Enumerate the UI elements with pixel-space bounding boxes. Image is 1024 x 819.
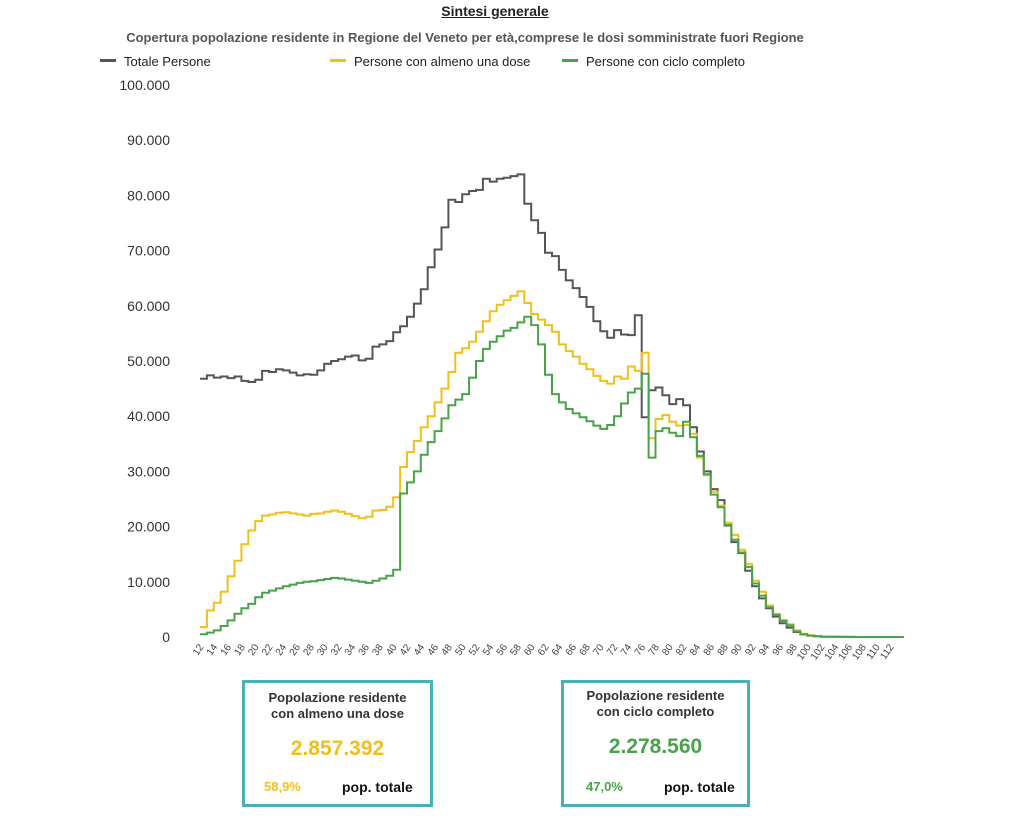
x-tick-label: 80 [660, 642, 676, 658]
y-tick-label: 70.000 [127, 243, 170, 259]
x-tick-label: 26 [288, 642, 304, 658]
x-tick-label: 18 [232, 642, 248, 658]
y-tick-label: 20.000 [127, 519, 170, 535]
x-tick-label: 24 [274, 642, 290, 658]
x-tick-label: 58 [509, 642, 525, 658]
legend-item-almeno-una-dose[interactable]: Persone con almeno una dose [330, 54, 530, 69]
x-tick-label: 62 [536, 642, 552, 658]
x-tick-label: 76 [633, 642, 649, 658]
legend-item-ciclo-completo[interactable]: Persone con ciclo completo [562, 54, 745, 69]
x-tick-label: 78 [647, 642, 663, 658]
x-tick-label: 72 [605, 642, 621, 658]
y-tick-label: 10.000 [127, 574, 170, 590]
x-tick-label: 34 [343, 642, 359, 658]
card-title-almeno-una-dose: Popolazione residente con almeno una dos… [245, 690, 430, 722]
x-tick-label: 56 [495, 642, 511, 658]
x-tick-label: 82 [674, 642, 690, 658]
x-tick-label: 88 [716, 642, 732, 658]
card-title-line1: Popolazione residente [268, 690, 407, 705]
legend-swatch-almeno-una-dose [330, 59, 346, 63]
x-tick-label: 22 [260, 642, 276, 658]
chart-legend: Totale Persone Persone con almeno una do… [0, 54, 1024, 74]
x-tick-label: 94 [757, 642, 773, 658]
x-tick-label: 86 [702, 642, 718, 658]
x-tick-label: 14 [205, 642, 221, 658]
y-tick-label: 90.000 [127, 132, 170, 148]
x-tick-label: 46 [426, 642, 442, 658]
legend-label-almeno-una-dose: Persone con almeno una dose [354, 54, 531, 69]
card-almeno-una-dose: Popolazione residente con almeno una dos… [242, 680, 433, 807]
y-tick-label: 80.000 [127, 187, 170, 203]
y-tick-label: 50.000 [127, 353, 170, 369]
x-tick-label: 96 [771, 642, 787, 658]
series-almeno-una-dose [200, 290, 904, 638]
x-tick-label: 54 [481, 642, 497, 658]
x-tick-label: 60 [522, 642, 538, 658]
x-tick-label: 84 [688, 642, 704, 658]
x-tick-label: 30 [315, 642, 331, 658]
series-layer [200, 173, 904, 638]
legend-item-totale[interactable]: Totale Persone [100, 54, 211, 69]
legend-swatch-totale [100, 59, 116, 63]
x-tick-label: 52 [467, 642, 483, 658]
y-tick-label: 40.000 [127, 408, 170, 424]
x-tick-label: 42 [398, 642, 414, 658]
x-tick-label: 90 [729, 642, 745, 658]
card-percent-ciclo-completo: 47,0% [586, 779, 623, 794]
card-unit-ciclo-completo: pop. totale [664, 779, 735, 795]
x-tick-label: 70 [591, 642, 607, 658]
card-value-almeno-una-dose: 2.857.392 [290, 737, 385, 760]
y-tick-label: 0 [162, 629, 170, 645]
x-tick-label: 64 [550, 642, 566, 658]
x-tick-label: 20 [246, 642, 262, 658]
card-title-line2: con ciclo completo [596, 704, 715, 719]
card-unit-almeno-una-dose: pop. totale [342, 779, 413, 795]
y-axis: 0 10.000 20.000 30.000 40.000 50.000 60.000 70.… [119, 77, 170, 645]
card-title-ciclo-completo: Popolazione residente con ciclo completo [564, 688, 747, 720]
x-tick-label: 68 [578, 642, 594, 658]
legend-swatch-ciclo-completo [562, 59, 578, 63]
x-tick-label: 112 [878, 642, 896, 662]
x-tick-label: 32 [329, 642, 345, 658]
x-tick-label: 50 [453, 642, 469, 658]
y-tick-label: 60.000 [127, 298, 170, 314]
x-tick-label: 48 [440, 642, 456, 658]
x-tick-label: 44 [412, 642, 428, 658]
series-totale-persone [200, 173, 904, 638]
card-ciclo-completo: Popolazione residente con ciclo completo… [561, 680, 750, 807]
x-tick-label: 92 [743, 642, 759, 658]
x-tick-label: 12 [191, 642, 207, 658]
y-tick-label: 30.000 [127, 463, 170, 479]
card-percent-almeno-una-dose: 58,9% [264, 779, 301, 794]
legend-label-ciclo-completo: Persone con ciclo completo [586, 54, 745, 69]
x-tick-label: 36 [357, 642, 373, 658]
x-tick-label: 38 [370, 642, 386, 658]
x-tick-label: 66 [564, 642, 580, 658]
x-axis: 1214161820222426283032343638404244464850… [191, 642, 897, 662]
y-tick-label: 100.000 [119, 77, 170, 93]
legend-label-totale: Totale Persone [124, 54, 211, 69]
x-tick-label: 40 [384, 642, 400, 658]
series-ciclo-completo [200, 315, 904, 638]
card-title-line1: Popolazione residente [586, 688, 725, 703]
x-tick-label: 16 [219, 642, 235, 658]
line-chart: 0 10.000 20.000 30.000 40.000 50.000 60.000 70.… [119, 77, 904, 662]
x-tick-label: 74 [619, 642, 635, 658]
chart-subtitle: Copertura popolazione residente in Regio… [126, 30, 804, 45]
card-value-ciclo-completo: 2.278.560 [608, 735, 703, 758]
x-tick-label: 28 [301, 642, 317, 658]
page-title: Sintesi generale [441, 3, 549, 19]
card-title-line2: con almeno una dose [271, 706, 404, 721]
